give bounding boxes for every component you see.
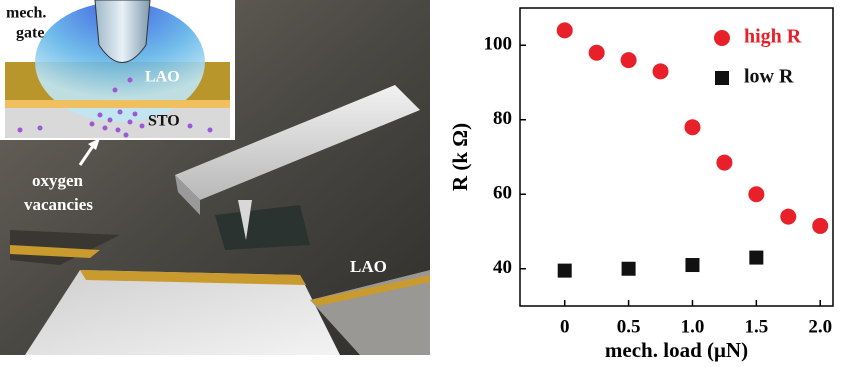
x-tick-label: 1.0 bbox=[681, 316, 705, 337]
label: STO bbox=[148, 113, 180, 130]
marker bbox=[749, 251, 763, 265]
legend-marker bbox=[714, 30, 730, 46]
y-tick-label: 80 bbox=[493, 108, 512, 129]
y-tick-label: 60 bbox=[493, 183, 512, 204]
marker bbox=[716, 155, 732, 171]
marker bbox=[780, 209, 796, 225]
x-tick-label: 1.5 bbox=[744, 316, 768, 337]
y-axis-label: R (k Ω) bbox=[448, 123, 472, 191]
marker bbox=[557, 22, 573, 38]
marker bbox=[684, 119, 700, 135]
marker bbox=[558, 264, 572, 278]
label: gate bbox=[16, 25, 44, 42]
label: mech. bbox=[6, 5, 46, 22]
inset-interface bbox=[5, 100, 230, 108]
legend-label: high R bbox=[744, 26, 802, 48]
x-tick-label: 2.0 bbox=[808, 316, 832, 337]
plot-frame bbox=[520, 8, 833, 306]
x-tick-label: 0.5 bbox=[617, 316, 641, 337]
marker bbox=[685, 258, 699, 272]
chart: 0 0.5 1.0 1.5 2.0 40 60 80 100 mech. load (μN) R (… bbox=[448, 8, 833, 362]
figure: mech. gate LAO STO oxygen vacancies LAO … bbox=[0, 0, 849, 367]
label: LAO bbox=[145, 69, 180, 86]
legend-label: low R bbox=[744, 66, 794, 88]
marker bbox=[622, 262, 636, 276]
marker bbox=[653, 63, 669, 79]
marker bbox=[812, 218, 828, 234]
legend-marker bbox=[715, 71, 729, 85]
label: LAO bbox=[350, 257, 387, 276]
label: oxygen bbox=[32, 171, 84, 190]
x-tick-label: 0 bbox=[560, 316, 570, 337]
marker bbox=[589, 45, 605, 61]
photo: mech. gate LAO STO oxygen vacancies LAO bbox=[0, 0, 430, 355]
y-tick-label: 100 bbox=[484, 34, 513, 55]
x-axis-label: mech. load (μN) bbox=[605, 338, 748, 362]
label: vacancies bbox=[24, 195, 93, 214]
marker bbox=[748, 186, 764, 202]
y-tick-label: 40 bbox=[493, 257, 512, 278]
marker bbox=[621, 52, 637, 68]
